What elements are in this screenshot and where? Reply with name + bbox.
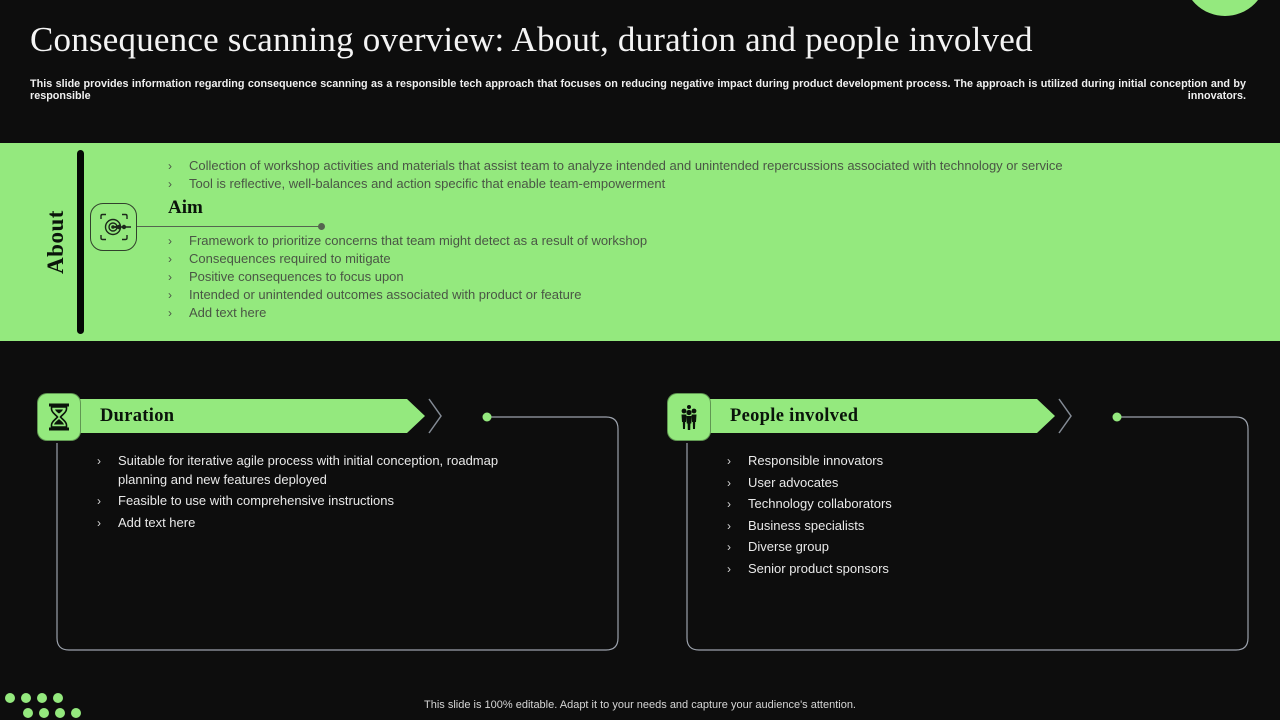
duration-title: Duration — [100, 405, 175, 426]
decorative-dot — [55, 708, 65, 718]
duration-banner: Duration — [62, 399, 425, 433]
list-item: › Positive consequences to focus upon — [168, 268, 1068, 286]
decorative-dot — [23, 708, 33, 718]
bullet-text: Diverse group — [748, 539, 829, 554]
bullet-text: Feasible to use with comprehensive instr… — [118, 493, 395, 508]
list-item: › Add text here — [168, 304, 1068, 322]
bullet-text: User advocates — [748, 474, 839, 490]
chevron-bullet: › — [97, 515, 101, 530]
list-item: › Feasible to use with comprehensive inst… — [97, 492, 547, 511]
decorative-dot — [39, 708, 49, 718]
chevron-bullet: › — [727, 540, 731, 554]
decorative-dot — [53, 693, 63, 703]
list-item: › Diverse group — [727, 538, 1177, 557]
chevron-bullet: › — [727, 475, 731, 490]
bullet-text: Add text here — [189, 305, 267, 320]
bullet-text: Business specialists — [748, 517, 865, 533]
chevron-bullet: › — [168, 270, 172, 284]
list-item: › Consequences required to mitigate — [168, 250, 1068, 268]
about-intro-list: › Collection of workshop activities and m… — [168, 157, 1228, 193]
bullet-text: Collection of workshop activities and ma… — [189, 158, 1063, 173]
people-group-icon — [667, 393, 711, 441]
bullet-text: Positive consequences to focus upon — [189, 269, 404, 284]
bullet-text: Tool is reflective, well-balances and ac… — [189, 176, 666, 191]
chevron-bullet: › — [168, 252, 172, 266]
bullet-text: Responsible innovators — [748, 453, 884, 468]
people-title: People involved — [730, 405, 859, 426]
connector-dot — [318, 223, 325, 230]
list-item: › Intended or unintended outcomes associa… — [168, 286, 1068, 304]
chevron-bullet: › — [727, 561, 731, 576]
connector-line — [137, 226, 319, 228]
decorative-dot — [21, 693, 31, 703]
decorative-dot — [71, 708, 81, 718]
list-item: › Tool is reflective, well-balances and a… — [168, 175, 1228, 193]
target-focus-icon — [90, 203, 137, 251]
slide-subtitle: This slide provides information regardin… — [30, 78, 1246, 102]
chevron-bullet: › — [168, 234, 172, 248]
people-banner: People involved — [692, 399, 1055, 433]
about-section: About › Collection of workshop a — [0, 143, 1280, 341]
list-item: › Collection of workshop activities and m… — [168, 157, 1228, 175]
bullet-text: Suitable for iterative agile process wit… — [118, 453, 499, 487]
list-item: › Senior product sponsors — [727, 560, 1177, 579]
page-title: Consequence scanning overview: About, du… — [30, 20, 1033, 59]
duration-card-outline — [56, 412, 619, 651]
banner-tip-chevron — [428, 398, 442, 434]
chevron-bullet: › — [168, 288, 172, 302]
chevron-bullet: › — [727, 518, 731, 533]
list-item: › Technology collaborators — [727, 495, 1177, 514]
decorative-dot — [37, 693, 47, 703]
aim-list: › Framework to prioritize concerns that t… — [168, 232, 1068, 322]
connector-dot — [1112, 412, 1122, 422]
aim-heading: Aim — [168, 197, 203, 218]
list-item: › Suitable for iterative agile process wi… — [97, 452, 547, 489]
bullet-text: Senior product sponsors — [748, 560, 889, 576]
list-item: › Framework to prioritize concerns that t… — [168, 232, 1068, 250]
people-card-outline — [686, 412, 1249, 651]
hourglass-icon — [37, 393, 81, 441]
banner-tip-chevron — [1058, 398, 1072, 434]
decorative-ring — [1183, 0, 1267, 16]
chevron-bullet: › — [727, 454, 731, 468]
chevron-bullet: › — [727, 497, 731, 511]
chevron-bullet: › — [97, 454, 101, 468]
chevron-bullet: › — [168, 306, 172, 320]
duration-list: › Suitable for iterative agile process wi… — [97, 452, 547, 535]
list-item: › User advocates — [727, 474, 1177, 493]
bullet-text: Consequences required to mitigate — [189, 251, 391, 266]
bullet-text: Framework to prioritize concerns that te… — [189, 233, 648, 248]
list-item: › Responsible innovators — [727, 452, 1177, 471]
people-list: › Responsible innovators › User advocates … — [727, 452, 1177, 581]
bullet-text: Add text here — [118, 514, 196, 530]
bullet-text: Intended or unintended outcomes associat… — [189, 287, 582, 302]
chevron-bullet: › — [168, 177, 172, 191]
list-item: › Business specialists — [727, 517, 1177, 536]
about-label: About — [43, 210, 68, 274]
bullet-text: Technology collaborators — [748, 496, 892, 511]
connector-dot — [482, 412, 492, 422]
divider-bar — [77, 150, 84, 334]
list-item: › Add text here — [97, 514, 547, 533]
chevron-bullet: › — [97, 494, 101, 508]
decorative-dot — [5, 693, 15, 703]
editable-note: This slide is 100% editable. Adapt it to… — [424, 699, 856, 711]
chevron-bullet: › — [168, 159, 172, 173]
